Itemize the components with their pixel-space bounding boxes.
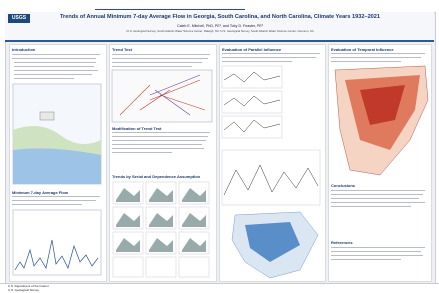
footer-survey: U.S. Geological Survey xyxy=(8,288,39,292)
poster-graphics xyxy=(0,0,439,293)
footer xyxy=(0,283,439,293)
poster-page: USGS Trends of Annual Minimum 7-day Aver… xyxy=(0,0,439,293)
